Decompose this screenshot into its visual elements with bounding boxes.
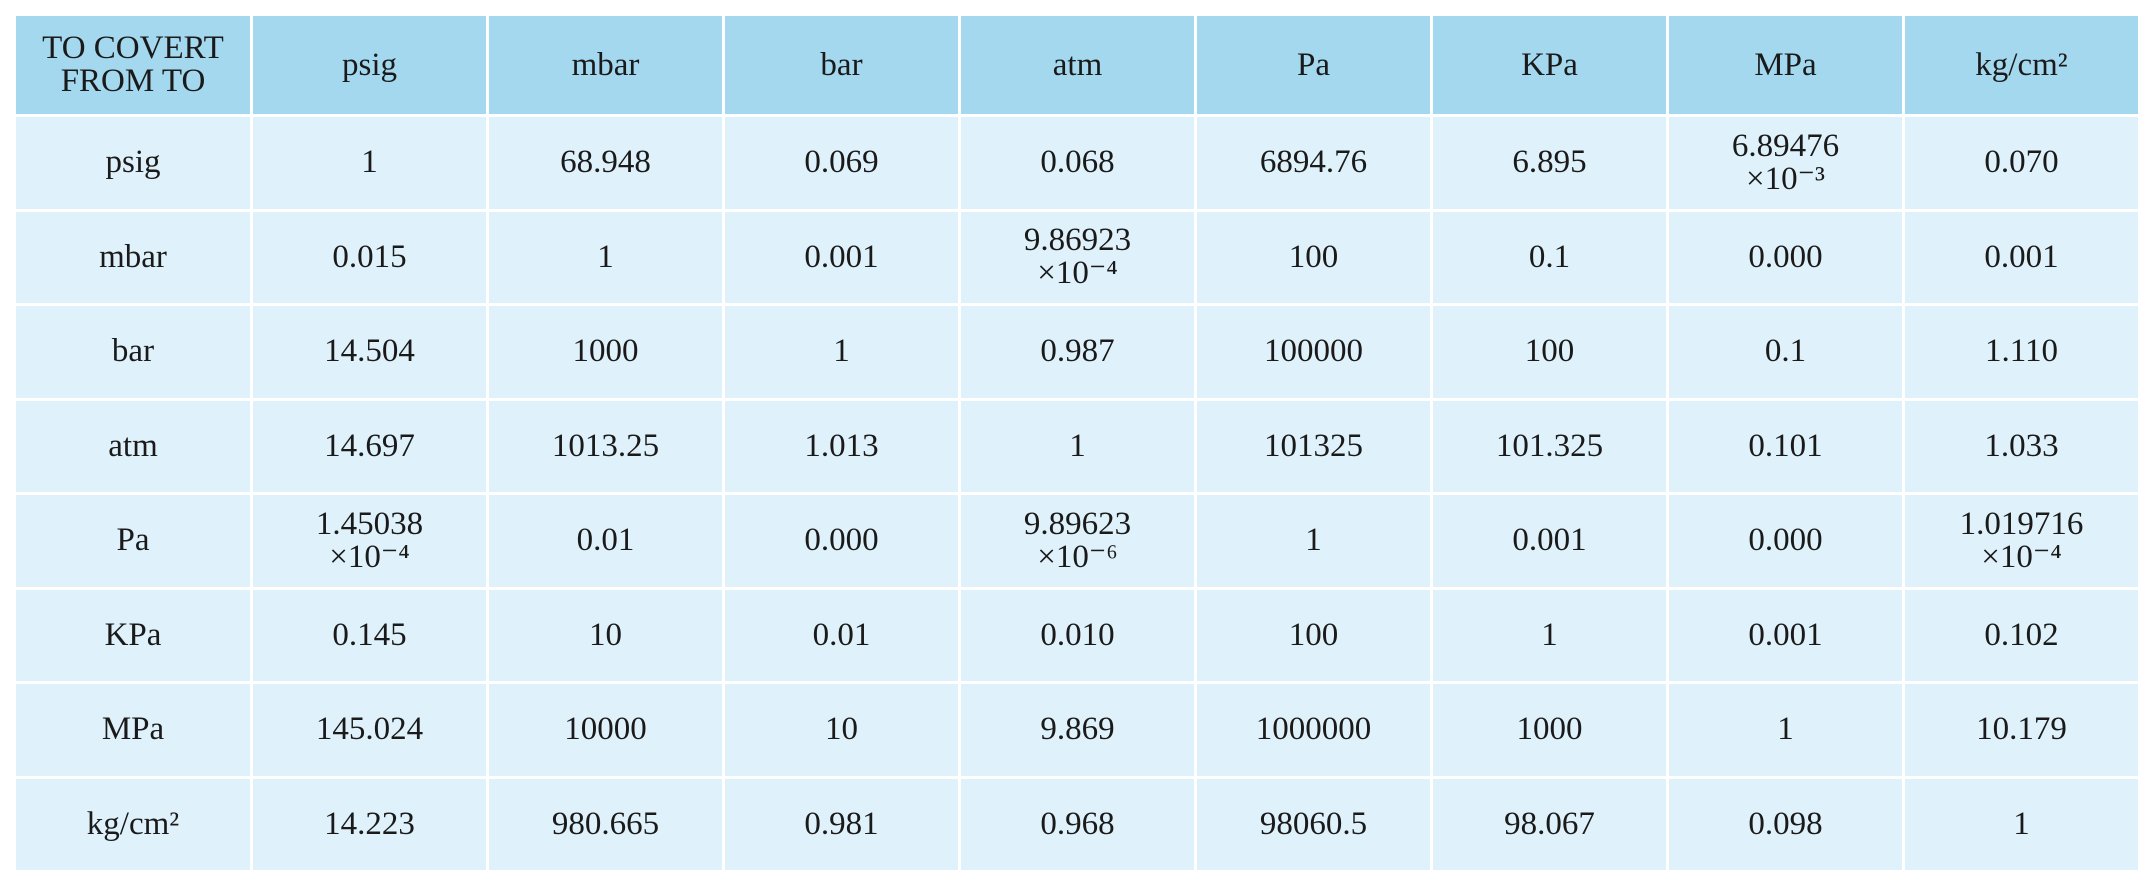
- table-cell: 98.067: [1433, 778, 1666, 870]
- table-cell: 0.000: [725, 495, 958, 587]
- table-cell: 0.001: [1905, 211, 2138, 303]
- row-header: MPa: [16, 684, 250, 776]
- table-cell: 1: [1197, 495, 1430, 587]
- table-cell: 14.223: [253, 778, 486, 870]
- table-cell: 1013.25: [489, 400, 722, 492]
- table-cell: 9.89623 ×10⁻⁶: [961, 495, 1194, 587]
- table-cell: 10000: [489, 684, 722, 776]
- table-cell: 1.013: [725, 400, 958, 492]
- table-cell: 100000: [1197, 306, 1430, 398]
- table-cell: 10: [725, 684, 958, 776]
- row-header: psig: [16, 117, 250, 209]
- table-cell: 1: [1669, 684, 1902, 776]
- table-cell: 1000000: [1197, 684, 1430, 776]
- column-header: atm: [961, 16, 1194, 114]
- column-header: KPa: [1433, 16, 1666, 114]
- column-header: bar: [725, 16, 958, 114]
- table-cell: 68.948: [489, 117, 722, 209]
- table-cell: 1: [961, 400, 1194, 492]
- table-cell: 0.069: [725, 117, 958, 209]
- table-cell: 0.01: [725, 589, 958, 681]
- table-cell: 1: [253, 117, 486, 209]
- table-cell: 1: [725, 306, 958, 398]
- table-cell: 0.068: [961, 117, 1194, 209]
- table-cell: 0.001: [1433, 495, 1666, 587]
- table-cell: 6.89476 ×10⁻³: [1669, 117, 1902, 209]
- table-cell: 0.102: [1905, 589, 2138, 681]
- row-header: atm: [16, 400, 250, 492]
- corner-header: TO COVERT FROM TO: [16, 16, 250, 114]
- table-cell: 0.968: [961, 778, 1194, 870]
- table-cell: 98060.5: [1197, 778, 1430, 870]
- table-cell: 0.981: [725, 778, 958, 870]
- table-cell: 14.697: [253, 400, 486, 492]
- table-cell: 0.015: [253, 211, 486, 303]
- table-cell: 145.024: [253, 684, 486, 776]
- column-header: psig: [253, 16, 486, 114]
- row-header: mbar: [16, 211, 250, 303]
- table-cell: 0.098: [1669, 778, 1902, 870]
- table-cell: 100: [1433, 306, 1666, 398]
- table-cell: 9.86923 ×10⁻⁴: [961, 211, 1194, 303]
- table-cell: 1.033: [1905, 400, 2138, 492]
- table-cell: 1: [1433, 589, 1666, 681]
- table-cell: 101.325: [1433, 400, 1666, 492]
- column-header: kg/cm²: [1905, 16, 2138, 114]
- row-header: KPa: [16, 589, 250, 681]
- table-cell: 10: [489, 589, 722, 681]
- table-cell: 0.010: [961, 589, 1194, 681]
- table-cell: 100: [1197, 211, 1430, 303]
- table-cell: 6894.76: [1197, 117, 1430, 209]
- row-header: kg/cm²: [16, 778, 250, 870]
- conversion-table: TO COVERT FROM TO psig mbar bar atm Pa KPa MPa k…: [16, 16, 2138, 870]
- table-cell: 1.45038 ×10⁻⁴: [253, 495, 486, 587]
- table-cell: 0.1: [1433, 211, 1666, 303]
- table-cell: 1: [489, 211, 722, 303]
- table-cell: 14.504: [253, 306, 486, 398]
- table-cell: 6.895: [1433, 117, 1666, 209]
- table-cell: 0.101: [1669, 400, 1902, 492]
- table-cell: 10.179: [1905, 684, 2138, 776]
- table-cell: 0.987: [961, 306, 1194, 398]
- table-cell: 100: [1197, 589, 1430, 681]
- table-cell: 0.001: [1669, 589, 1902, 681]
- row-header: bar: [16, 306, 250, 398]
- row-header: Pa: [16, 495, 250, 587]
- table-cell: 1000: [489, 306, 722, 398]
- table-cell: 0.000: [1669, 495, 1902, 587]
- table-cell: 0.001: [725, 211, 958, 303]
- column-header: MPa: [1669, 16, 1902, 114]
- table-cell: 0.070: [1905, 117, 2138, 209]
- table-cell: 1.019716 ×10⁻⁴: [1905, 495, 2138, 587]
- table-cell: 1: [1905, 778, 2138, 870]
- table-cell: 0.000: [1669, 211, 1902, 303]
- table-cell: 0.01: [489, 495, 722, 587]
- table-cell: 0.145: [253, 589, 486, 681]
- column-header: mbar: [489, 16, 722, 114]
- table-cell: 1.110: [1905, 306, 2138, 398]
- table-cell: 101325: [1197, 400, 1430, 492]
- table-cell: 1000: [1433, 684, 1666, 776]
- table-cell: 980.665: [489, 778, 722, 870]
- table-cell: 9.869: [961, 684, 1194, 776]
- table-cell: 0.1: [1669, 306, 1902, 398]
- column-header: Pa: [1197, 16, 1430, 114]
